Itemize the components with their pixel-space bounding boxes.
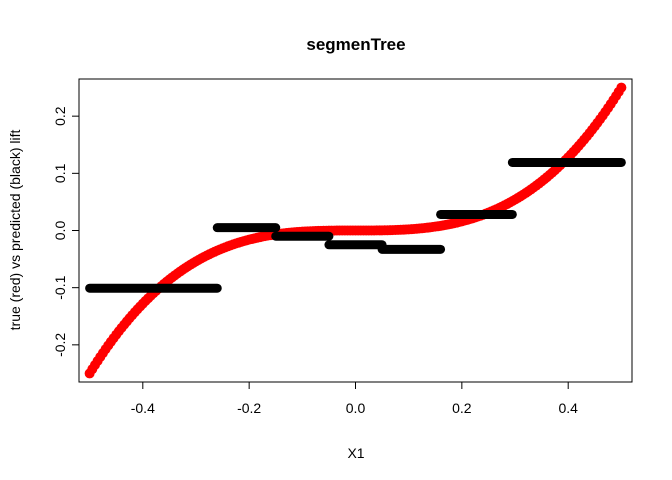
chart-title: segmenTree bbox=[306, 35, 405, 54]
x-tick-label: 0.4 bbox=[558, 400, 578, 416]
x-tick-label: -0.4 bbox=[131, 400, 155, 416]
true-lift-point bbox=[616, 82, 627, 93]
true-lift-series bbox=[84, 82, 627, 379]
x-tick-label: -0.2 bbox=[237, 400, 261, 416]
x-tick-label: 0.0 bbox=[346, 400, 366, 416]
y-axis: -0.2 -0.1 0.0 0.1 0.2 bbox=[52, 106, 80, 357]
y-tick-label: 0.1 bbox=[52, 163, 68, 183]
predicted-lift-series bbox=[85, 157, 626, 293]
y-tick-label: -0.2 bbox=[52, 333, 68, 357]
y-tick-label: 0.2 bbox=[52, 106, 68, 126]
y-tick-label: 0.0 bbox=[52, 221, 68, 241]
y-axis-label: true (red) vs predicted (black) lift bbox=[7, 130, 23, 331]
y-tick-label: -0.1 bbox=[52, 275, 68, 299]
x-axis-label: X1 bbox=[347, 445, 364, 461]
x-tick-label: 0.2 bbox=[452, 400, 472, 416]
x-axis: -0.4 -0.2 0.0 0.2 0.4 bbox=[131, 381, 578, 416]
